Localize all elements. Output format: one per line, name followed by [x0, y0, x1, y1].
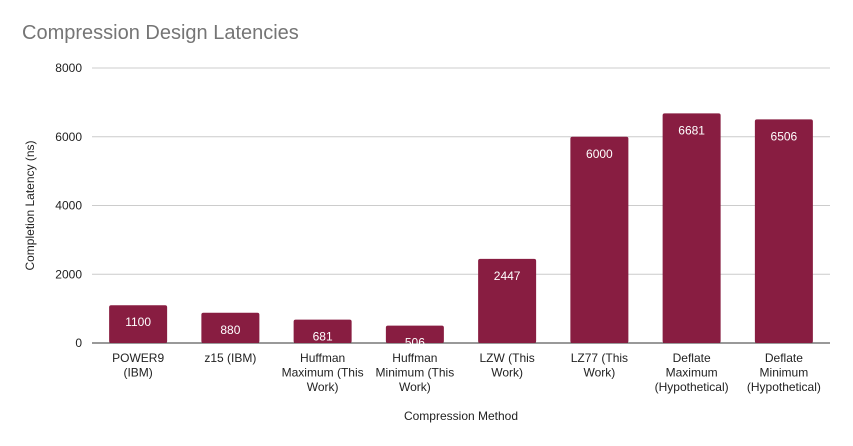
y-tick-labels: 0 2000 4000 6000 8000	[55, 61, 82, 350]
bar	[109, 305, 168, 343]
y-axis-title: Completion Latency (ns)	[23, 140, 37, 270]
x-tick-label: LZW (This Work)	[479, 351, 534, 380]
x-tick-label: Huffman Minimum (This Work)	[376, 351, 455, 394]
y-tick-label: 0	[75, 336, 82, 350]
y-tick-label: 2000	[55, 267, 82, 281]
bar-value-label: 6681	[678, 123, 705, 137]
bars	[109, 113, 813, 343]
data-labels: 1100 880 681 506 2447 6000 6681 6506	[125, 123, 797, 349]
bar	[478, 258, 537, 343]
x-tick-label: POWER9 (IBM)	[112, 351, 164, 380]
x-tick-label: z15 (IBM)	[204, 351, 256, 365]
bar-value-label: 1100	[125, 315, 151, 329]
bar	[570, 136, 629, 343]
y-tick-label: 4000	[55, 199, 82, 213]
bar-value-label: 681	[313, 330, 333, 344]
bar-value-label: 6506	[771, 129, 798, 143]
y-tick-label: 8000	[55, 61, 82, 75]
bar-value-label: 2447	[494, 269, 521, 283]
chart-title: Compression Design Latencies	[22, 22, 299, 44]
x-tick-labels: POWER9 (IBM) z15 (IBM) Huffman Maximum (This…	[112, 351, 821, 394]
x-tick-label: Deflate Minimum (Hypothetical)	[747, 351, 821, 394]
bar	[293, 319, 352, 343]
bar-value-label: 506	[405, 336, 425, 350]
bar	[754, 119, 813, 343]
x-axis-title: Compression Method	[404, 409, 518, 423]
y-tick-label: 6000	[55, 130, 82, 144]
x-tick-label: LZ77 (This Work)	[571, 351, 628, 380]
bar	[662, 113, 721, 343]
bar-value-label: 880	[220, 323, 240, 337]
bar-value-label: 6000	[586, 147, 613, 161]
x-tick-label: Huffman Maximum (This Work)	[282, 351, 364, 394]
x-tick-label: Deflate Maximum (Hypothetical)	[655, 351, 729, 394]
bar	[201, 312, 260, 343]
bar	[385, 325, 444, 343]
